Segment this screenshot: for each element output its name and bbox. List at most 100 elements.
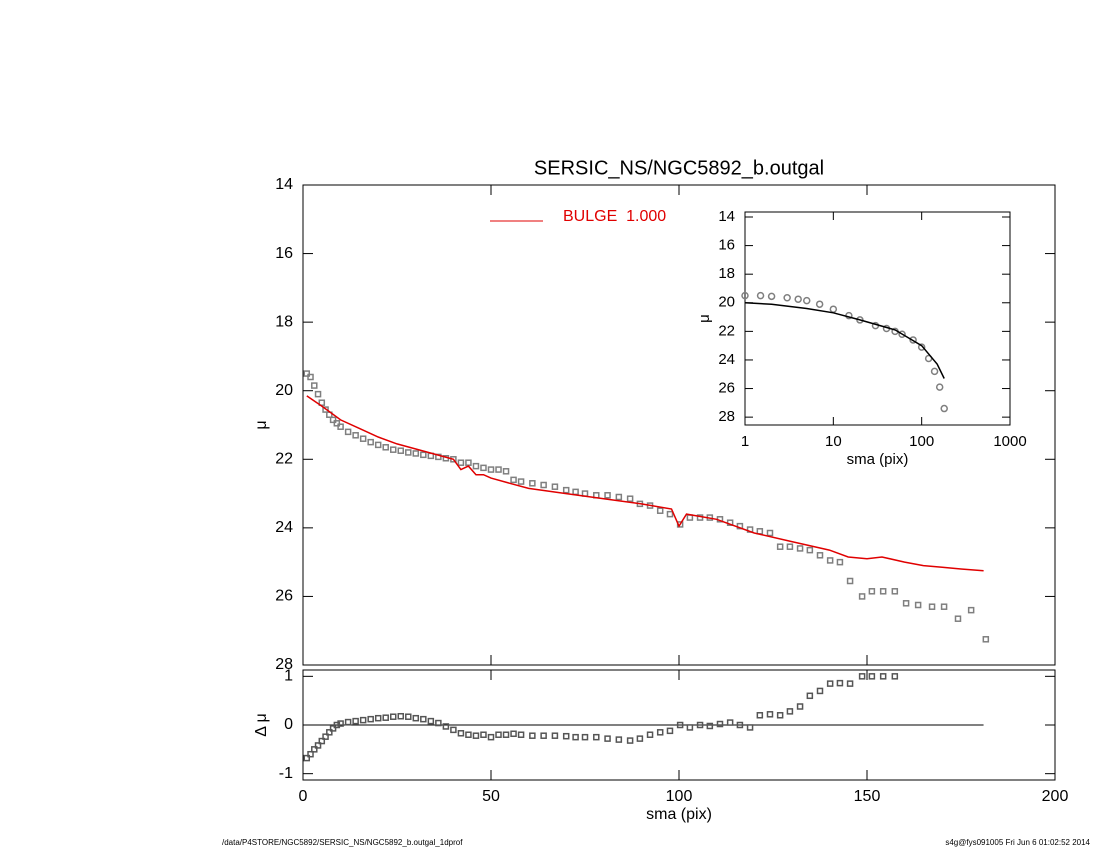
y-tick-label: 16	[718, 237, 735, 254]
y-axis-label: Δ μ	[253, 713, 270, 736]
data-point	[846, 680, 854, 687]
y-tick-label: 20	[718, 294, 735, 311]
data-point	[967, 606, 975, 614]
x-tick-label: 1000	[993, 433, 1026, 450]
data-point	[902, 600, 910, 607]
data-point	[495, 466, 502, 473]
data-point	[796, 703, 804, 710]
data-point	[322, 733, 329, 740]
data-point	[326, 729, 333, 736]
data-point	[405, 713, 412, 720]
data-point	[636, 735, 644, 742]
data-point	[836, 679, 844, 687]
data-point	[891, 673, 899, 680]
data-point	[472, 732, 480, 739]
data-point	[858, 673, 866, 680]
x-axis-label: sma (pix)	[646, 806, 712, 823]
data-point	[736, 721, 744, 729]
data-point	[510, 476, 517, 484]
data-point	[615, 736, 623, 743]
data-point	[615, 493, 623, 501]
data-point	[337, 423, 344, 430]
data-point	[374, 714, 382, 722]
data-point	[879, 588, 887, 595]
x-tick-label: 1	[741, 433, 749, 450]
data-point	[442, 723, 450, 730]
data-point	[435, 719, 442, 727]
data-point	[626, 737, 634, 744]
data-point	[868, 588, 876, 595]
data-point	[314, 742, 322, 749]
data-point	[917, 343, 926, 351]
data-point	[626, 495, 634, 502]
data-point	[465, 459, 472, 466]
data-point	[344, 428, 352, 436]
data-point	[706, 722, 714, 730]
data-point	[412, 450, 420, 457]
x-tick-label: 0	[299, 788, 308, 805]
data-point	[909, 336, 917, 344]
data-point	[935, 383, 944, 391]
data-point	[303, 754, 311, 762]
data-point	[826, 557, 834, 564]
data-point	[359, 716, 367, 724]
y-tick-label: 14	[718, 208, 735, 225]
data-point	[540, 732, 547, 739]
data-point	[487, 733, 495, 741]
data-point	[716, 720, 724, 728]
data-point	[303, 370, 311, 377]
data-point	[604, 735, 611, 742]
data-point	[367, 438, 374, 446]
data-point	[802, 296, 811, 305]
x-tick-label: 100	[666, 788, 693, 805]
y-tick-label: 1	[284, 668, 293, 685]
y-tick-label: 26	[275, 588, 293, 605]
y-tick-label: 26	[718, 380, 735, 397]
data-point	[389, 713, 397, 720]
y-tick-label: 22	[718, 322, 735, 339]
y-tick-label: 0	[284, 716, 293, 733]
data-point	[572, 488, 579, 496]
data-point	[786, 708, 794, 715]
data-point	[495, 731, 502, 738]
y-tick-label: -1	[279, 765, 293, 782]
data-point	[510, 730, 517, 738]
data-point	[572, 733, 579, 741]
data-point	[783, 294, 791, 302]
y-tick-label: 24	[718, 351, 735, 368]
data-point	[656, 729, 664, 736]
data-point	[337, 720, 344, 727]
data-point	[311, 382, 318, 389]
data-point	[540, 481, 547, 489]
data-point	[450, 726, 457, 734]
data-point	[726, 719, 734, 726]
data-point	[480, 464, 487, 472]
data-point	[646, 731, 654, 738]
data-point	[352, 432, 359, 439]
data-point	[982, 636, 990, 643]
data-point	[741, 291, 749, 300]
data-point	[815, 300, 824, 308]
data-point	[666, 727, 674, 735]
data-point	[816, 552, 824, 559]
y-tick-label: 28	[718, 408, 735, 425]
data-point	[529, 480, 536, 487]
data-point	[307, 373, 314, 381]
data-point	[776, 712, 784, 719]
data-point	[397, 447, 405, 454]
data-point	[766, 529, 774, 537]
data-point	[806, 546, 814, 554]
y-axis-label: μ	[253, 420, 270, 429]
data-point	[796, 545, 804, 552]
data-point	[806, 692, 814, 700]
data-point	[382, 714, 389, 721]
data-point	[420, 451, 427, 459]
data-point	[551, 732, 559, 739]
data-point	[898, 330, 906, 338]
data-point	[826, 680, 834, 687]
x-tick-label: 50	[482, 788, 500, 805]
x-tick-label: 200	[1042, 788, 1069, 805]
data-point	[928, 603, 936, 610]
